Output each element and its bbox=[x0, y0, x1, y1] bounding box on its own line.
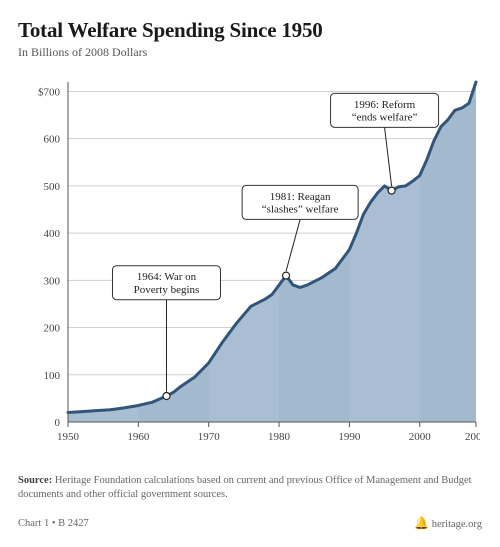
svg-text:2000: 2000 bbox=[409, 431, 432, 443]
svg-text:“slashes” welfare: “slashes” welfare bbox=[262, 204, 339, 216]
svg-text:100: 100 bbox=[44, 370, 61, 382]
svg-text:Poverty begins: Poverty begins bbox=[134, 284, 200, 296]
svg-text:300: 300 bbox=[44, 275, 61, 287]
svg-text:1996: Reform: 1996: Reform bbox=[354, 99, 416, 111]
svg-text:1960: 1960 bbox=[127, 431, 150, 443]
svg-text:1950: 1950 bbox=[57, 431, 80, 443]
svg-text:1981: Reagan: 1981: Reagan bbox=[270, 191, 331, 203]
svg-text:1970: 1970 bbox=[198, 431, 221, 443]
source-line: Source: Heritage Foundation calculations… bbox=[18, 474, 482, 502]
source-text: Heritage Foundation calculations based o… bbox=[18, 475, 472, 500]
svg-text:400: 400 bbox=[44, 228, 61, 240]
svg-text:$700: $700 bbox=[38, 86, 61, 98]
svg-text:500: 500 bbox=[44, 181, 61, 193]
chart-subtitle: In Billions of 2008 Dollars bbox=[18, 45, 482, 60]
svg-text:1990: 1990 bbox=[338, 431, 361, 443]
chart-title: Total Welfare Spending Since 1950 bbox=[18, 18, 482, 43]
svg-text:2008: 2008 bbox=[465, 431, 480, 443]
source-prefix: Source: bbox=[18, 475, 52, 486]
area-chart: 0 100 200 300 400 500 600 $700 1950 1960 1970 1980 1… bbox=[20, 72, 480, 462]
svg-text:1980: 1980 bbox=[268, 431, 291, 443]
svg-text:0: 0 bbox=[55, 417, 61, 429]
svg-text:200: 200 bbox=[44, 323, 61, 335]
bell-icon: 🔔 bbox=[414, 516, 429, 530]
footer-left: Chart 1 • B 2427 bbox=[18, 518, 89, 529]
svg-text:1964: War on: 1964: War on bbox=[137, 271, 197, 283]
footer-right: 🔔 heritage.org bbox=[414, 516, 482, 531]
footer: Chart 1 • B 2427 🔔 heritage.org bbox=[18, 516, 482, 531]
chart-svg: 0 100 200 300 400 500 600 $700 1950 1960 1970 1980 1… bbox=[20, 72, 480, 462]
svg-text:600: 600 bbox=[44, 134, 61, 146]
svg-text:“ends welfare”: “ends welfare” bbox=[352, 112, 418, 124]
footer-right-text: heritage.org bbox=[432, 519, 482, 530]
